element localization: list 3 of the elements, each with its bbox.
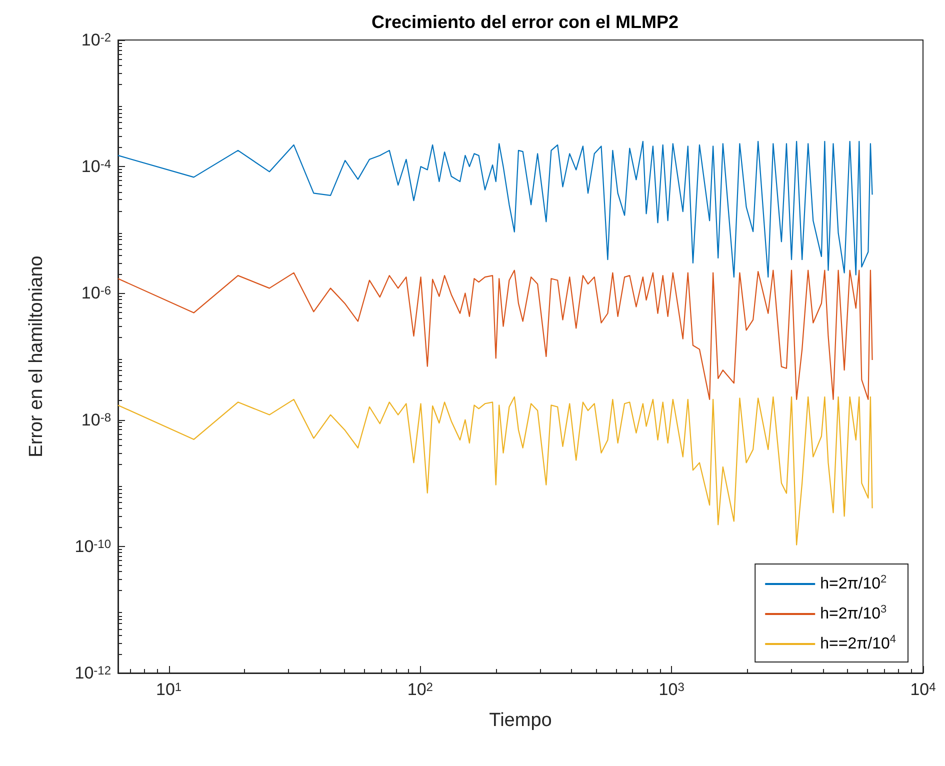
y-axis-title: Error en el hamiltoniano [26,256,47,458]
chart-title: Crecimiento del error con el MLMP2 [371,12,679,32]
x-axis-title: Tiempo [489,710,552,731]
